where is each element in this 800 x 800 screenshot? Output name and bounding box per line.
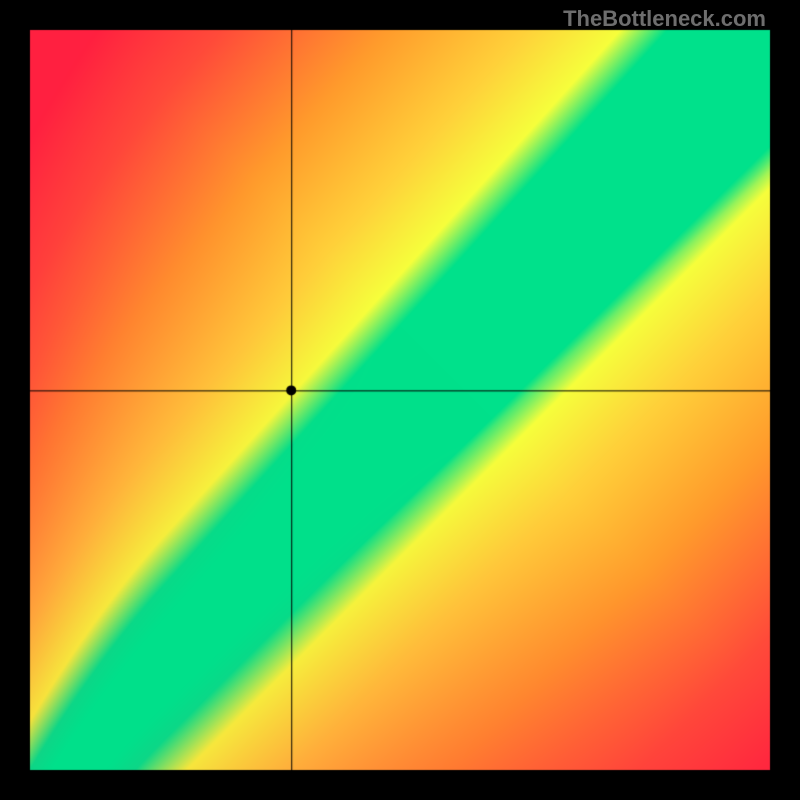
chart-container: TheBottleneck.com <box>0 0 800 800</box>
watermark-label: TheBottleneck.com <box>563 6 766 32</box>
bottleneck-heatmap <box>0 0 800 800</box>
